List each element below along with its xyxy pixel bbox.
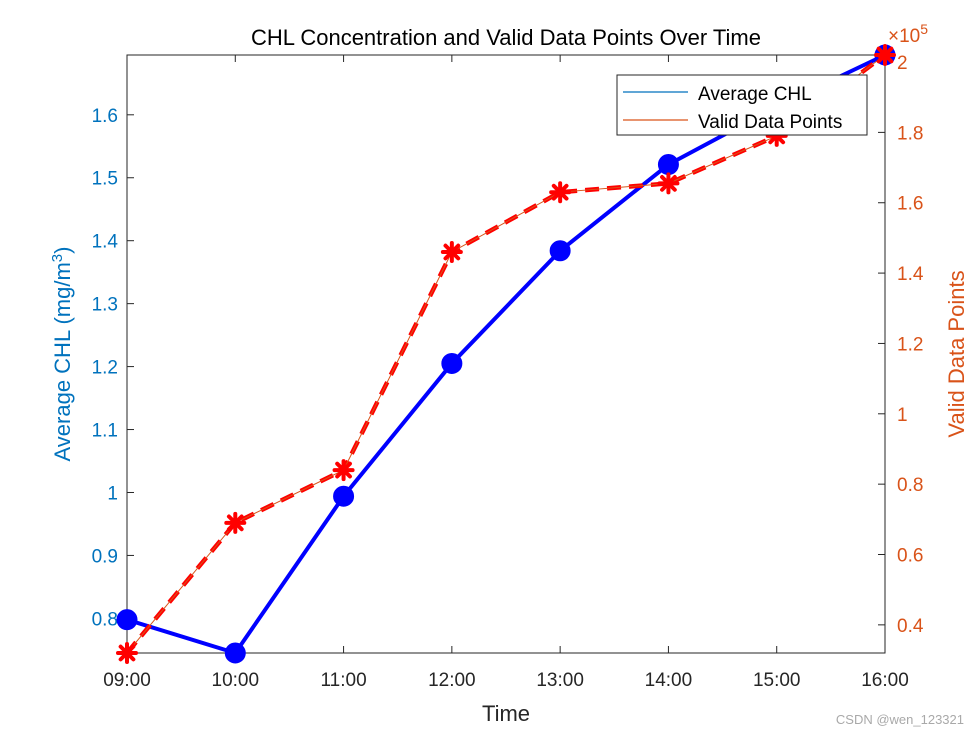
left-axis-label: Average CHL (mg/m3) (49, 247, 76, 462)
left-axis-label-text: Average CHL (mg/m (50, 262, 75, 461)
x-axis-tick-label: 13:00 (536, 670, 584, 691)
left-axis-tick-label: 1.5 (92, 169, 118, 190)
left-axis-label-close: ) (50, 247, 75, 254)
series-layer (116, 44, 896, 664)
data-point-valid-data-points (224, 511, 247, 534)
right-axis-tick-label: 2 (897, 53, 908, 74)
left-axis-tick-label: 0.9 (92, 546, 118, 567)
data-point-average-chl (116, 609, 138, 631)
data-point-average-chl (441, 352, 463, 374)
right-axis-tick-label: 1.4 (897, 264, 924, 285)
right-axis-exponent-power: 5 (920, 21, 928, 37)
data-point-valid-data-points (549, 181, 572, 204)
chart-title: CHL Concentration and Valid Data Points … (251, 25, 761, 50)
left-axis-tick-label: 1 (107, 483, 118, 504)
right-axis-exponent: ×105 (888, 21, 928, 47)
right-axis-label: Valid Data Points (944, 270, 969, 437)
right-axis-tick-label: 1.8 (897, 123, 923, 144)
asterisk-stroke (443, 243, 461, 261)
watermark: CSDN @wen_123321 (835, 712, 964, 727)
data-point-valid-data-points (440, 240, 463, 263)
data-point-valid-data-points (116, 642, 138, 664)
series-line-valid-data-points-inner (126, 54, 886, 654)
right-axis-tick-label: 0.8 (897, 475, 923, 496)
left-axis-tick-label: 1.6 (92, 106, 118, 127)
asterisk-stroke (551, 183, 569, 201)
right-axis-tick-label: 1.2 (897, 334, 923, 355)
asterisk-stroke (660, 175, 677, 192)
data-point-valid-data-points (874, 44, 896, 66)
plot-area-group (126, 54, 886, 654)
data-point-average-chl (549, 240, 571, 262)
legend: Average CHL Valid Data Points (616, 74, 868, 136)
data-point-average-chl (224, 642, 246, 664)
left-axis-tick-label: 1.3 (92, 295, 118, 316)
x-axis-tick-label: 16:00 (861, 670, 909, 691)
asterisk-stroke (226, 514, 244, 532)
left-axis: 0.8 0.9 1 1.1 1.2 1.3 1.4 1.5 1.6 (92, 106, 134, 630)
x-axis-tick-label: 14:00 (645, 670, 693, 691)
x-axis-tick-label: 11:00 (321, 670, 367, 691)
legend-label-average-chl: Average CHL (698, 84, 812, 105)
x-axis-tick-label: 12:00 (428, 670, 476, 691)
asterisk-stroke (118, 644, 136, 662)
left-axis-tick-label: 1.4 (92, 232, 119, 253)
data-point-average-chl (333, 485, 355, 507)
right-axis-tick-label: 0.4 (897, 616, 924, 637)
legend-box (616, 74, 868, 136)
left-axis-label-superscript: 3 (49, 254, 66, 262)
right-axis-tick-label: 1 (897, 405, 908, 426)
right-axis-tick-label: 0.6 (897, 546, 923, 567)
right-axis-exponent-prefix: ×10 (888, 26, 920, 47)
data-point-average-chl (657, 154, 679, 176)
x-axis: 09:00 10:00 11:00 12:00 13:00 14:00 15:00 16:00 (103, 55, 909, 691)
right-axis: 0.4 0.6 0.8 1 1.2 1.4 1.6 1.8 2 (878, 53, 924, 637)
left-axis-tick-label: 1.2 (92, 358, 118, 379)
left-axis-tick-label: 0.8 (92, 609, 118, 630)
x-axis-label: Time (482, 701, 530, 726)
asterisk-stroke (335, 461, 352, 479)
right-axis-tick-label: 1.6 (897, 194, 923, 215)
x-axis-tick-label: 09:00 (103, 670, 151, 691)
plot-area (126, 54, 886, 654)
data-point-valid-data-points (332, 459, 355, 482)
left-axis-tick-label: 1.1 (92, 421, 118, 442)
x-axis-tick-label: 15:00 (753, 670, 801, 691)
asterisk-stroke (876, 46, 894, 64)
x-axis-tick-label: 10:00 (212, 670, 260, 691)
data-point-valid-data-points (657, 172, 680, 195)
legend-label-valid-data-points: Valid Data Points (698, 112, 842, 133)
